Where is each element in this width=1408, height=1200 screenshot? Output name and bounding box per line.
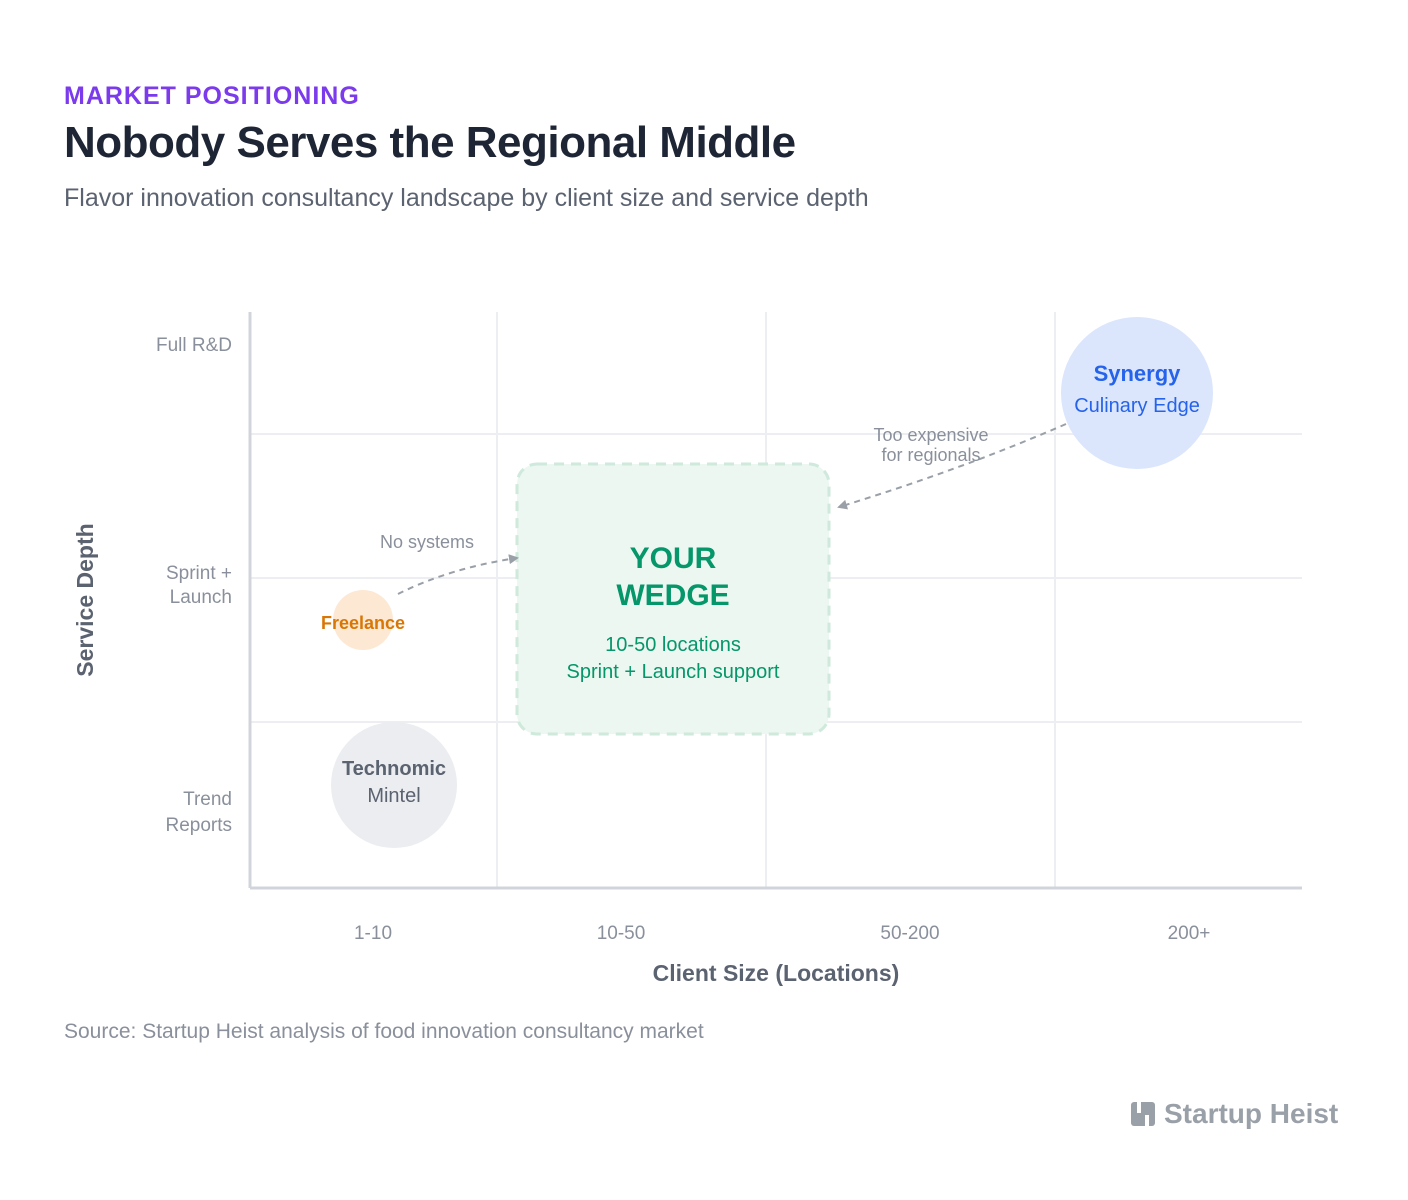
startup-heist-logo-icon <box>1130 1101 1156 1127</box>
x-tick-label-50-200: 50-200 <box>880 923 939 944</box>
y-tick-label-trend-line-1: Trend <box>183 789 232 810</box>
wedge-title-line-2: WEDGE <box>616 579 729 612</box>
y-tick-label-sprint-line-1: Sprint + <box>166 563 232 584</box>
x-axis-title: Client Size (Locations) <box>653 960 900 986</box>
bubble-label-freelance: Freelance <box>321 613 405 633</box>
y-tick-label-sprint-line-2: Launch <box>170 587 232 608</box>
bubble-label-technomic: Technomic <box>342 758 446 780</box>
x-tick-label-10-50: 10-50 <box>597 923 646 944</box>
x-tick-label-200-plus: 200+ <box>1168 923 1211 944</box>
wedge-zone <box>515 462 831 736</box>
y-axis-title: Service Depth <box>72 523 98 676</box>
y-tick-label-full-rd: Full R&D <box>156 335 232 356</box>
bubble-label-synergy: Synergy <box>1094 361 1182 386</box>
annotation-arrow-too-expensive <box>837 423 1067 510</box>
chart-title: Nobody Serves the Regional Middle <box>64 118 796 167</box>
y-tick-label-trend-line-2: Reports <box>165 815 232 836</box>
wedge-detail-line-1: 10-50 locations <box>605 634 741 656</box>
bubble-label-culinary-edge: Culinary Edge <box>1074 395 1200 417</box>
annotation-too-expensive-line-2: for regionals <box>881 445 980 465</box>
annotation-arrow-no-systems <box>397 554 519 595</box>
brand-name: Startup Heist <box>1164 1098 1339 1129</box>
chart-subtitle: Flavor innovation consultancy landscape … <box>64 184 869 212</box>
annotation-no-systems: No systems <box>380 532 474 552</box>
bubble-freelance <box>333 590 393 650</box>
brand-logo: Startup Heist <box>1130 1098 1338 1130</box>
bubble-label-mintel: Mintel <box>367 785 420 807</box>
bubble-synergy <box>1061 317 1213 469</box>
x-tick-label-1-10: 1-10 <box>354 923 392 944</box>
wedge-detail-line-2: Sprint + Launch support <box>567 661 780 683</box>
positioning-chart: YOUR WEDGE 10-50 locations Sprint + Laun… <box>72 312 1302 986</box>
bubble-technomic <box>331 722 457 848</box>
wedge-title-line-1: YOUR <box>630 542 717 575</box>
source-note: Source: Startup Heist analysis of food i… <box>64 1020 704 1043</box>
chart-eyebrow: MARKET POSITIONING <box>64 82 360 110</box>
annotation-too-expensive-line-1: Too expensive <box>873 425 988 445</box>
